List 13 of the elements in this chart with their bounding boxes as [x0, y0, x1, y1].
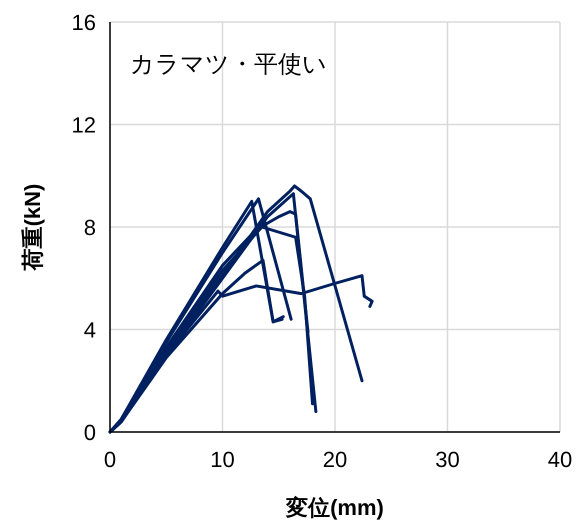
text: カラマツ・平使い [130, 51, 327, 78]
y-tick-label: 0 [84, 420, 96, 445]
y-tick-label: 8 [84, 215, 96, 240]
x-tick-label: 10 [210, 447, 235, 472]
x-tick-label: 0 [104, 447, 116, 472]
y-tick-label: 12 [72, 112, 96, 138]
y-tick-label: 4 [84, 318, 96, 342]
y-tick-label: 16 [72, 10, 96, 35]
y-axis-title: 荷重(kN) [20, 184, 45, 272]
x-tick-label: 40 [548, 447, 572, 472]
x-tick-label: 30 [435, 447, 460, 472]
x-tick-label: 20 [322, 447, 348, 472]
x-axis-title: 変位(mm) [285, 495, 384, 520]
